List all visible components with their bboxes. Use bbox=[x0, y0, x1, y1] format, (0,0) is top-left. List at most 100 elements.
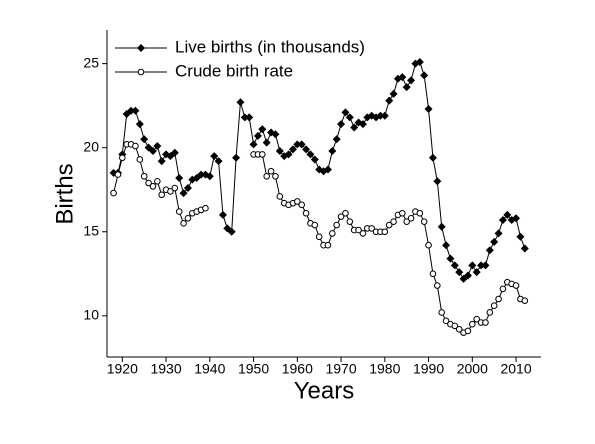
point bbox=[202, 204, 209, 212]
point bbox=[284, 150, 293, 159]
point bbox=[131, 106, 140, 115]
point bbox=[263, 172, 270, 180]
point bbox=[259, 151, 266, 158]
point bbox=[170, 148, 179, 157]
point bbox=[333, 221, 340, 229]
point bbox=[472, 268, 481, 277]
point bbox=[499, 285, 507, 293]
x-tick-label: 1980 bbox=[369, 361, 400, 377]
point bbox=[359, 230, 367, 237]
point bbox=[368, 225, 375, 232]
point bbox=[149, 183, 157, 190]
point bbox=[490, 302, 498, 310]
point bbox=[385, 221, 393, 229]
point bbox=[481, 261, 490, 270]
point bbox=[180, 220, 187, 227]
x-tick-label: 1990 bbox=[413, 361, 444, 377]
x-tick-label: 2010 bbox=[500, 361, 531, 377]
point bbox=[140, 135, 149, 144]
point bbox=[389, 89, 398, 98]
x-tick-label: 1920 bbox=[107, 361, 138, 377]
point bbox=[167, 188, 174, 195]
x-tick-label: 1940 bbox=[194, 361, 225, 377]
point bbox=[358, 120, 367, 129]
point bbox=[341, 108, 350, 117]
legend-label: Crude birth rate bbox=[175, 61, 293, 80]
point bbox=[477, 261, 486, 270]
point bbox=[495, 295, 502, 303]
point bbox=[205, 172, 214, 181]
point bbox=[455, 268, 464, 277]
point bbox=[175, 173, 184, 182]
x-tick-label: 1960 bbox=[282, 361, 313, 377]
point bbox=[380, 111, 389, 120]
point bbox=[288, 145, 297, 154]
point bbox=[214, 157, 223, 166]
point bbox=[416, 209, 424, 217]
point bbox=[428, 153, 437, 162]
point bbox=[346, 218, 354, 225]
point bbox=[446, 254, 455, 263]
point bbox=[337, 213, 345, 220]
point bbox=[324, 241, 332, 249]
point bbox=[425, 241, 432, 249]
point bbox=[302, 209, 310, 217]
point bbox=[315, 233, 323, 241]
point bbox=[486, 309, 494, 316]
point bbox=[271, 130, 280, 139]
point bbox=[485, 246, 494, 255]
point bbox=[175, 208, 183, 215]
point bbox=[332, 135, 341, 144]
point bbox=[236, 98, 245, 107]
point bbox=[306, 150, 315, 159]
point bbox=[158, 191, 165, 199]
legend-label: Live births (in thousands) bbox=[175, 37, 365, 56]
point bbox=[403, 218, 410, 225]
point bbox=[171, 184, 179, 192]
point bbox=[183, 184, 192, 193]
point bbox=[137, 44, 145, 52]
point bbox=[258, 125, 267, 134]
point bbox=[498, 215, 507, 224]
x-axis-title: Years bbox=[294, 377, 355, 404]
point bbox=[399, 209, 406, 217]
point bbox=[154, 178, 161, 185]
point bbox=[157, 157, 166, 166]
point bbox=[110, 189, 117, 197]
point bbox=[390, 218, 397, 225]
point bbox=[442, 317, 450, 325]
point bbox=[350, 123, 359, 132]
point bbox=[450, 261, 459, 270]
point bbox=[311, 221, 319, 229]
point bbox=[521, 297, 529, 304]
point bbox=[240, 113, 249, 122]
point bbox=[298, 201, 305, 209]
point bbox=[275, 147, 284, 156]
point bbox=[516, 232, 525, 241]
point bbox=[464, 327, 472, 335]
point bbox=[137, 68, 145, 76]
point bbox=[398, 73, 407, 82]
point bbox=[132, 142, 139, 150]
point bbox=[245, 113, 254, 122]
point bbox=[140, 172, 148, 180]
point bbox=[494, 229, 503, 238]
point bbox=[197, 170, 206, 179]
point bbox=[253, 131, 262, 140]
point bbox=[302, 145, 311, 154]
point bbox=[323, 165, 332, 174]
point bbox=[420, 71, 429, 80]
point bbox=[293, 140, 302, 149]
point bbox=[455, 325, 463, 333]
point bbox=[402, 83, 411, 92]
point bbox=[469, 320, 476, 328]
x-tick-label: 1950 bbox=[238, 361, 269, 377]
point bbox=[503, 210, 512, 219]
point bbox=[424, 105, 433, 114]
point bbox=[184, 214, 192, 222]
y-tick-label: 15 bbox=[83, 222, 99, 238]
point bbox=[267, 167, 275, 175]
point bbox=[297, 140, 306, 149]
point bbox=[276, 193, 284, 200]
